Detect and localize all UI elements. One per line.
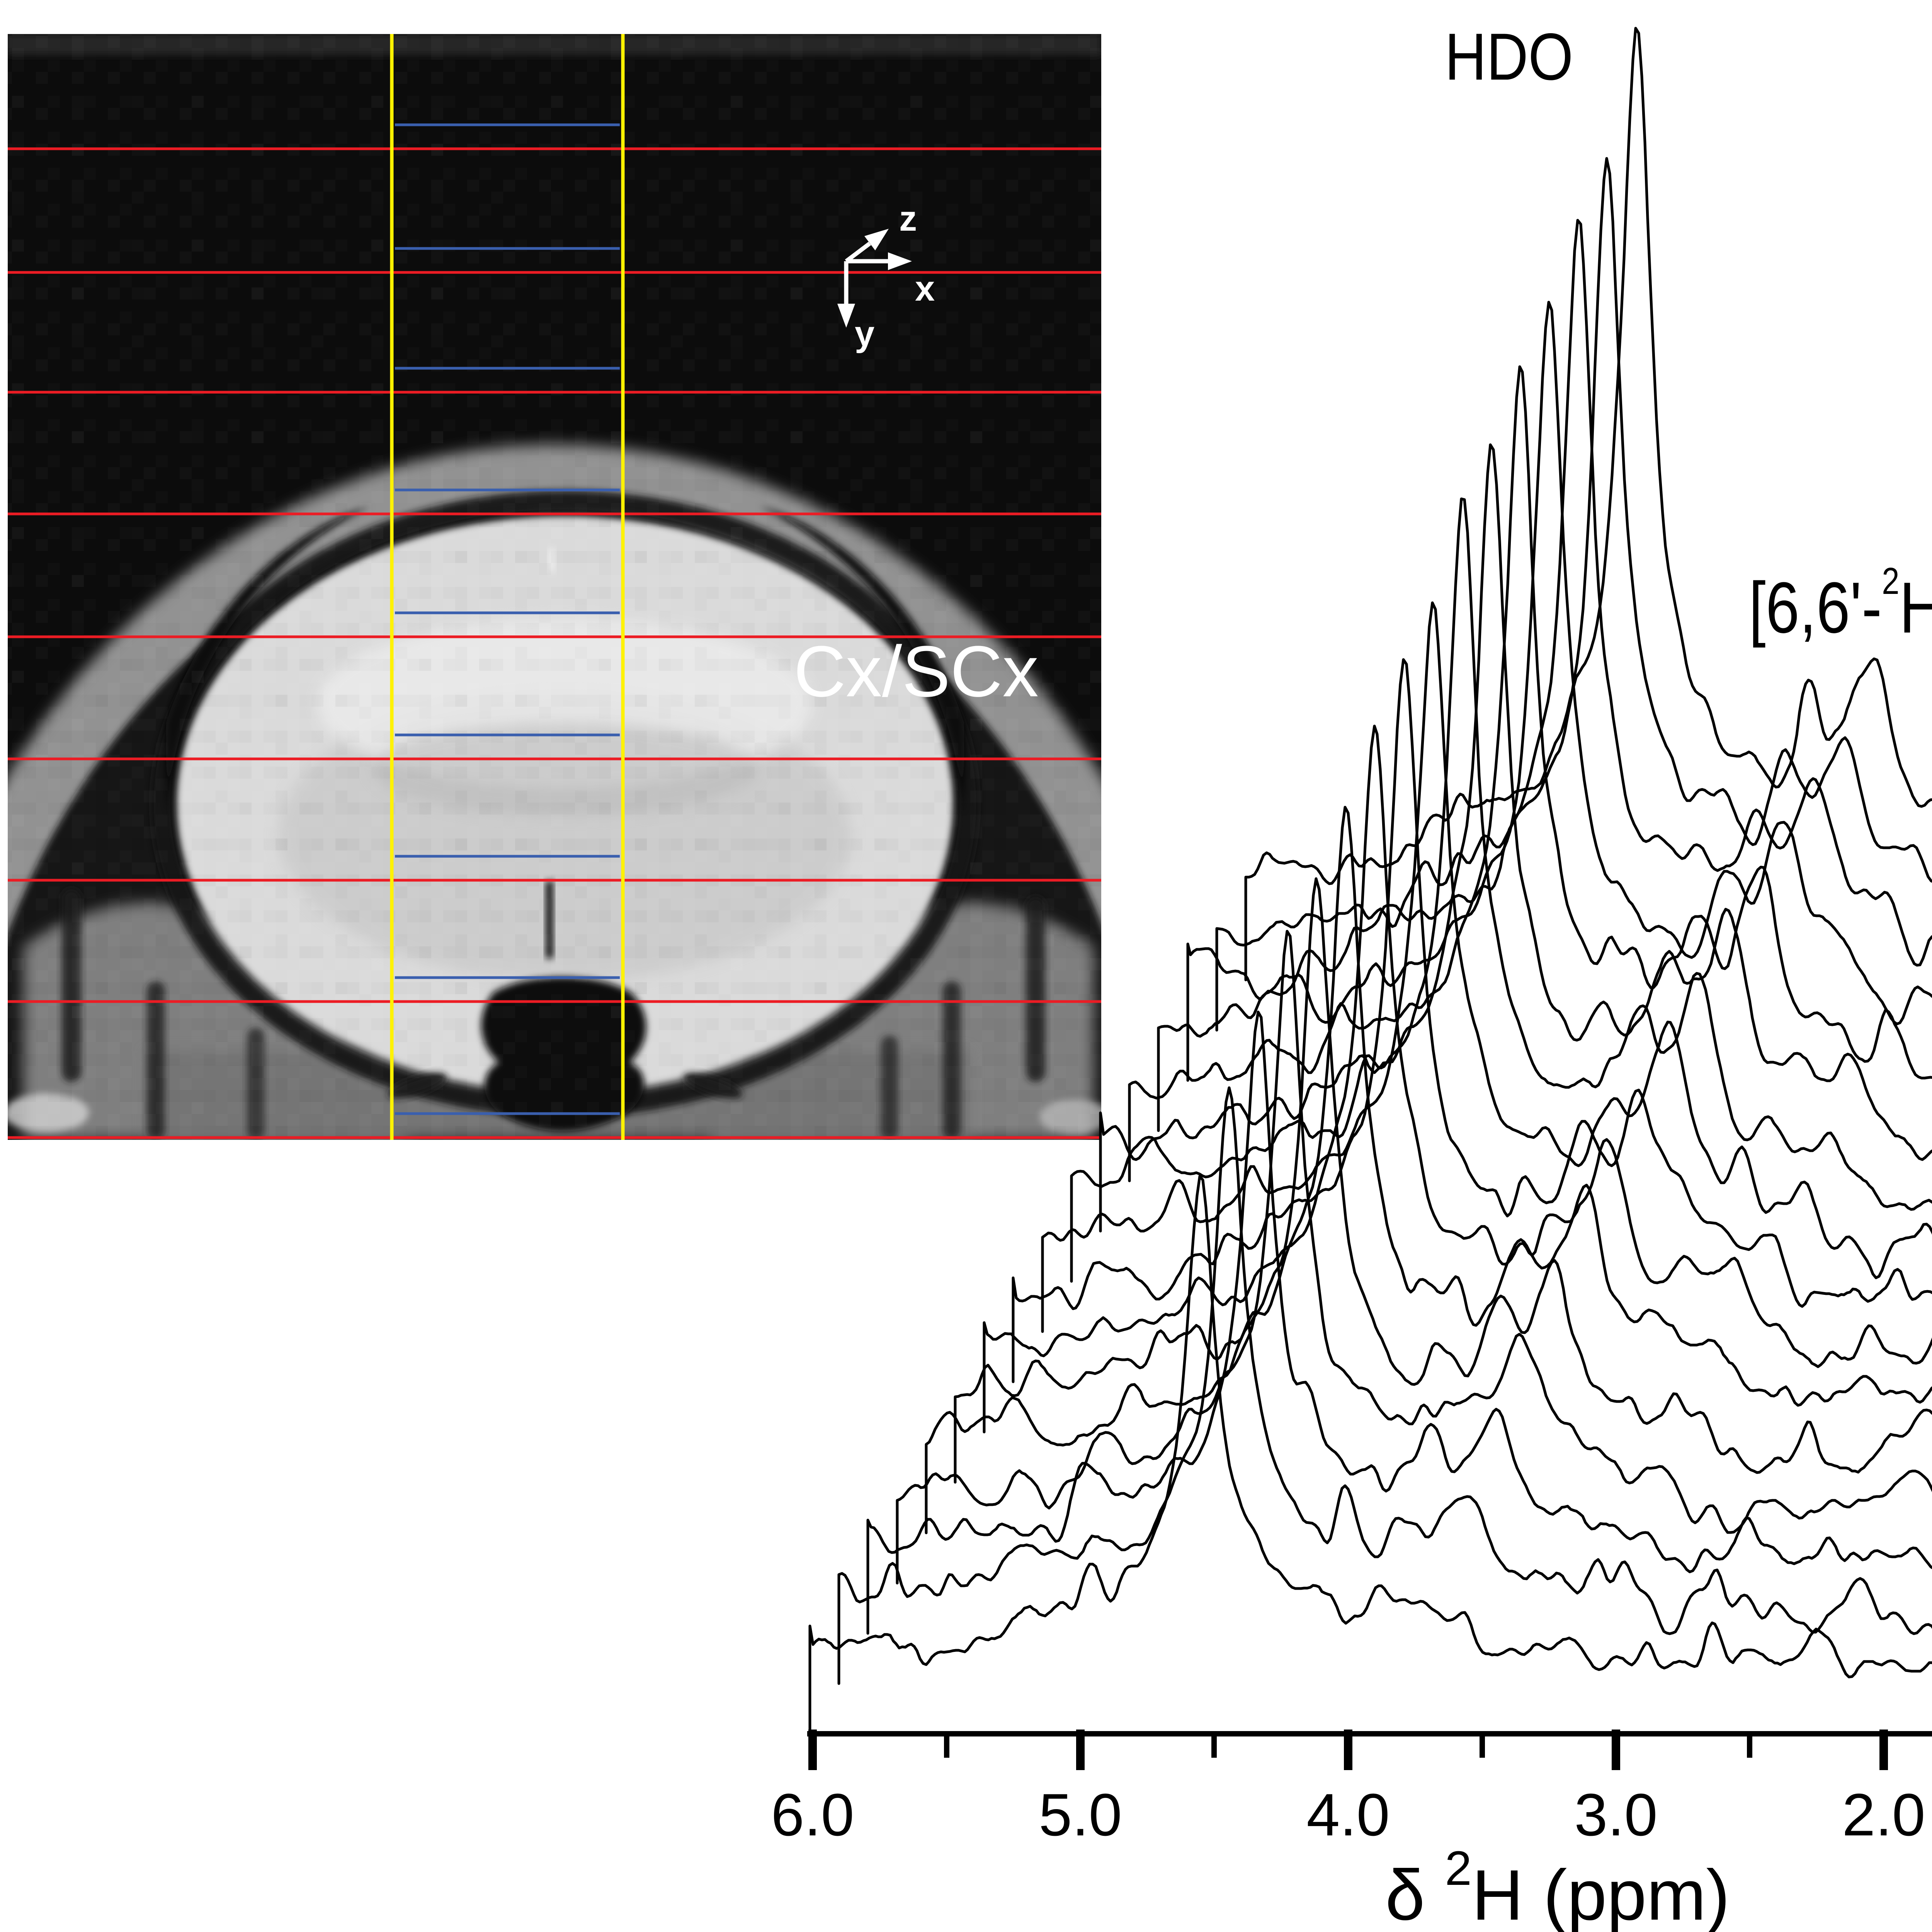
svg-text:4.0: 4.0: [1306, 1781, 1389, 1848]
svg-text:y: y: [855, 314, 874, 354]
svg-text:x: x: [915, 269, 935, 308]
svg-text:5.0: 5.0: [1039, 1781, 1122, 1848]
svg-text:6.0: 6.0: [771, 1781, 854, 1848]
svg-text:HDO: HDO: [1445, 20, 1573, 94]
svg-text:δ 2H (ppm): δ 2H (ppm): [1385, 1842, 1730, 1932]
svg-text:3.0: 3.0: [1574, 1781, 1657, 1848]
svg-text:2.0: 2.0: [1842, 1781, 1925, 1848]
svg-text:[6,6'-2H2]-Glc: [6,6'-2H2]-Glc: [1749, 560, 1932, 658]
svg-text:z: z: [899, 199, 917, 238]
svg-text:Cx/SCx: Cx/SCx: [794, 631, 1039, 712]
